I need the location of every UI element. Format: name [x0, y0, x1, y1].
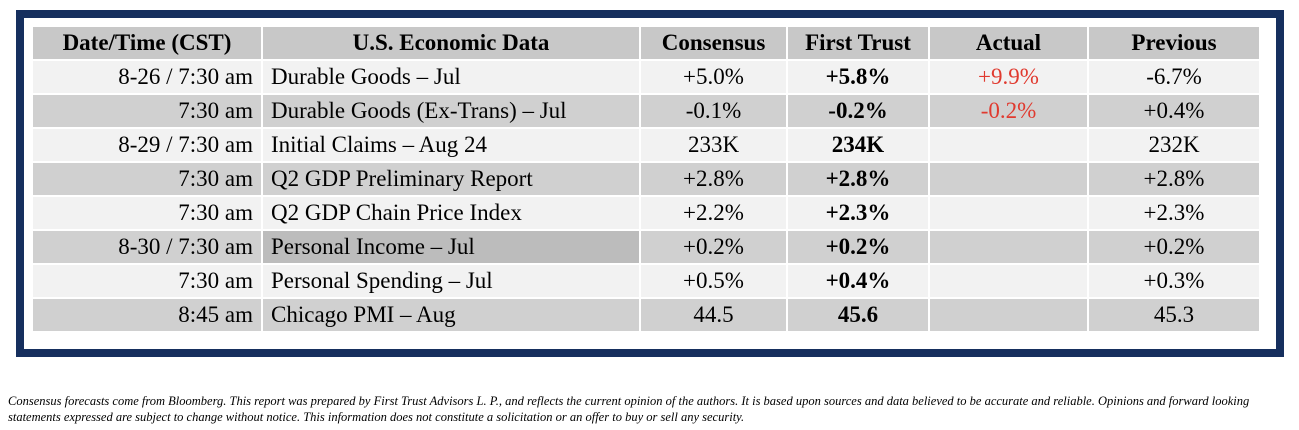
row-previous: +0.3%: [1089, 265, 1259, 297]
row-actual: [930, 299, 1087, 331]
table-row: 7:30 am Q2 GDP Chain Price Index +2.2% +…: [32, 196, 1268, 230]
table-frame: Date/Time (CST) U.S. Economic Data Conse…: [16, 10, 1284, 357]
row-consensus: +5.0%: [641, 61, 786, 93]
row-first-trust: +0.2%: [788, 231, 928, 263]
row-previous: 232K: [1089, 129, 1259, 161]
table-row: 7:30 am Personal Spending – Jul +0.5% +0…: [32, 264, 1268, 298]
row-actual: [930, 231, 1087, 263]
row-date: 7:30 am: [33, 163, 261, 195]
header-actual: Actual: [930, 27, 1087, 59]
row-consensus: +2.2%: [641, 197, 786, 229]
row-previous: +0.4%: [1089, 95, 1259, 127]
header-previous: Previous: [1089, 27, 1259, 59]
table-row: 8-29 / 7:30 am Initial Claims – Aug 24 2…: [32, 128, 1268, 162]
table-header-row: Date/Time (CST) U.S. Economic Data Conse…: [32, 26, 1268, 60]
table-row: 8-26 / 7:30 am Durable Goods – Jul +5.0%…: [32, 60, 1268, 94]
header-first-trust: First Trust: [788, 27, 928, 59]
row-actual: +9.9%: [930, 61, 1087, 93]
row-first-trust: +5.8%: [788, 61, 928, 93]
row-description: Personal Spending – Jul: [263, 265, 639, 297]
row-consensus: 233K: [641, 129, 786, 161]
row-date: 7:30 am: [33, 95, 261, 127]
row-first-trust: 45.6: [788, 299, 928, 331]
row-date: 7:30 am: [33, 197, 261, 229]
table-row: 7:30 am Durable Goods (Ex-Trans) – Jul -…: [32, 94, 1268, 128]
row-actual: -0.2%: [930, 95, 1087, 127]
row-first-trust: 234K: [788, 129, 928, 161]
table-row: 8:45 am Chicago PMI – Aug 44.5 45.6 45.3: [32, 298, 1268, 332]
economic-data-table: Date/Time (CST) U.S. Economic Data Conse…: [32, 26, 1268, 332]
row-date: 8-30 / 7:30 am: [33, 231, 261, 263]
row-previous: +2.3%: [1089, 197, 1259, 229]
row-date: 8-29 / 7:30 am: [33, 129, 261, 161]
header-description: U.S. Economic Data: [263, 27, 639, 59]
header-date: Date/Time (CST): [33, 27, 261, 59]
row-consensus: +2.8%: [641, 163, 786, 195]
row-actual: [930, 129, 1087, 161]
row-actual: [930, 197, 1087, 229]
row-description: Personal Income – Jul: [263, 231, 639, 263]
row-previous: -6.7%: [1089, 61, 1259, 93]
row-description: Durable Goods – Jul: [263, 61, 639, 93]
table-row: 7:30 am Q2 GDP Preliminary Report +2.8% …: [32, 162, 1268, 196]
row-consensus: 44.5: [641, 299, 786, 331]
header-consensus: Consensus: [641, 27, 786, 59]
row-first-trust: +2.8%: [788, 163, 928, 195]
row-consensus: +0.5%: [641, 265, 786, 297]
row-consensus: +0.2%: [641, 231, 786, 263]
row-first-trust: -0.2%: [788, 95, 928, 127]
row-date: 8-26 / 7:30 am: [33, 61, 261, 93]
row-date: 7:30 am: [33, 265, 261, 297]
row-actual: [930, 163, 1087, 195]
row-description: Q2 GDP Chain Price Index: [263, 197, 639, 229]
row-previous: 45.3: [1089, 299, 1259, 331]
row-first-trust: +0.4%: [788, 265, 928, 297]
table-row: 8-30 / 7:30 am Personal Income – Jul +0.…: [32, 230, 1268, 264]
row-description: Chicago PMI – Aug: [263, 299, 639, 331]
row-actual: [930, 265, 1087, 297]
disclaimer-footnote: Consensus forecasts come from Bloomberg.…: [8, 394, 1250, 424]
row-consensus: -0.1%: [641, 95, 786, 127]
row-description: Durable Goods (Ex-Trans) – Jul: [263, 95, 639, 127]
row-previous: +0.2%: [1089, 231, 1259, 263]
row-first-trust: +2.3%: [788, 197, 928, 229]
row-previous: +2.8%: [1089, 163, 1259, 195]
row-description: Q2 GDP Preliminary Report: [263, 163, 639, 195]
row-date: 8:45 am: [33, 299, 261, 331]
row-description: Initial Claims – Aug 24: [263, 129, 639, 161]
